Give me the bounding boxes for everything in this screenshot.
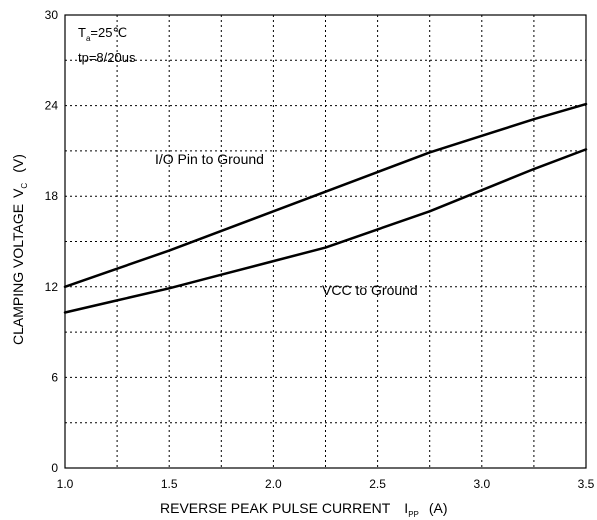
series-label-io-pin: I/O Pin to Ground [155, 151, 264, 167]
y-tick-label: 0 [51, 461, 58, 475]
x-tick-label: 1.0 [57, 477, 74, 491]
y-tick-label: 18 [45, 189, 59, 203]
x-tick-label: 3.0 [473, 477, 490, 491]
x-tick-label: 1.5 [161, 477, 178, 491]
x-tick-label: 2.5 [369, 477, 386, 491]
tick-label-layer: 1.0 1.5 2.0 2.5 3.0 3.5 0 6 12 18 24 30 [45, 8, 595, 491]
series-line-io-pin-to-ground [63, 102, 588, 289]
plot-frame [64, 14, 587, 469]
x-tick-label: 2.0 [265, 477, 282, 491]
x-axis-label: REVERSE PEAK PULSE CURRENT IPP (A) [160, 500, 448, 519]
grid-layer [65, 15, 586, 468]
y-tick-label: 6 [51, 370, 58, 384]
y-axis-label: CLAMPING VOLTAGEVC(V) [10, 154, 29, 345]
pulse-condition: tp=8/20us [78, 50, 136, 65]
y-tick-label: 30 [45, 8, 59, 22]
y-tick-label: 24 [45, 99, 59, 113]
y-tick-label: 12 [45, 280, 59, 294]
x-tick-label: 3.5 [578, 477, 595, 491]
series-label-vcc: VCC to Ground [322, 282, 418, 298]
series-layer [63, 102, 588, 314]
series-line-vcc-to-ground [63, 148, 588, 314]
temperature-condition: Ta=25℃ [78, 25, 127, 43]
